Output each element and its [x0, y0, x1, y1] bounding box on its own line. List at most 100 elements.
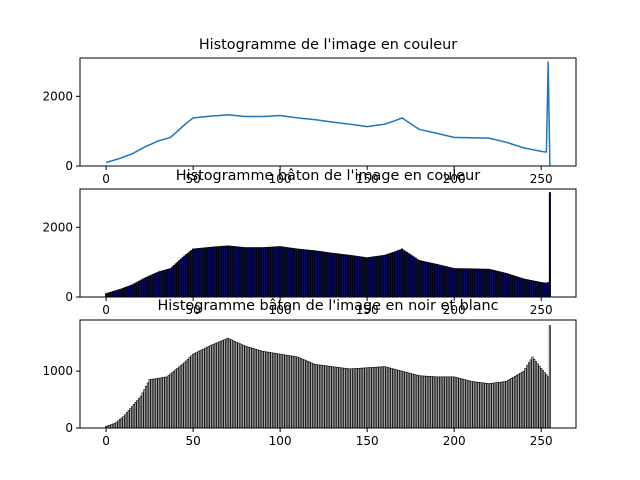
- histogram-bar: [378, 366, 381, 429]
- histogram-bar: [132, 283, 135, 298]
- histogram-bar: [165, 269, 169, 298]
- histogram-bar: [341, 367, 344, 429]
- histogram-bar: [479, 382, 482, 429]
- histogram-bar: [383, 254, 386, 298]
- histogram-bar: [132, 404, 135, 429]
- x-tick-label: 50: [185, 303, 200, 317]
- histogram-bar: [150, 379, 153, 429]
- histogram-bar: [474, 381, 477, 429]
- histogram-bar: [261, 350, 264, 429]
- histogram-bar: [440, 376, 444, 429]
- histogram-bar: [127, 285, 130, 298]
- histogram-bar: [131, 406, 134, 429]
- histogram-bar: [456, 377, 459, 429]
- histogram-bar: [416, 258, 419, 298]
- x-tick-label: 150: [356, 303, 379, 317]
- histogram-bar: [480, 382, 484, 429]
- histogram-bar: [447, 376, 450, 429]
- x-tick-label: 0: [102, 303, 110, 317]
- histogram-bar: [360, 367, 363, 429]
- histogram-bar: [489, 269, 492, 298]
- histogram-bar: [338, 367, 341, 429]
- histogram-bar: [155, 272, 158, 298]
- histogram-bar: [282, 354, 285, 429]
- histogram-bar: [501, 272, 504, 298]
- histogram-bar: [531, 280, 534, 298]
- histogram-bar: [228, 245, 231, 298]
- histogram-bar: [219, 340, 223, 429]
- histogram-bar: [312, 363, 315, 429]
- histogram-bar: [543, 282, 546, 298]
- histogram-bar: [461, 268, 464, 298]
- histogram-bar: [249, 247, 252, 298]
- histogram-bar: [376, 255, 379, 298]
- histogram-bar: [209, 345, 212, 429]
- histogram-bar: [449, 376, 452, 429]
- histogram-bar: [395, 250, 398, 298]
- histogram-bar: [486, 268, 489, 298]
- histogram-bar: [503, 272, 506, 298]
- histogram-bar: [386, 367, 390, 429]
- histogram-bar: [381, 255, 384, 298]
- histogram-bar: [251, 347, 254, 429]
- histogram-bar: [340, 367, 343, 429]
- histogram-bar: [265, 351, 268, 429]
- histogram-bar: [468, 268, 471, 298]
- histogram-bar: [348, 368, 351, 429]
- histogram-bar: [491, 269, 494, 298]
- histogram-bar: [439, 264, 442, 298]
- histogram-bar: [395, 369, 398, 429]
- histogram-bar: [357, 256, 360, 298]
- histogram-bar: [117, 289, 120, 298]
- histogram-bar: [199, 350, 202, 429]
- chart-title: Histogramme bâton de l'image en couleur: [176, 168, 480, 184]
- histogram-bar: [521, 371, 524, 429]
- y-tick-label: 2000: [42, 89, 73, 103]
- histogram-bar: [195, 352, 198, 429]
- histogram-bar: [519, 277, 522, 298]
- histogram-bar: [105, 293, 108, 298]
- histogram-bar: [286, 247, 289, 298]
- y-tick-label: 1000: [42, 364, 73, 378]
- histogram-bar: [167, 375, 170, 429]
- histogram-bar: [145, 385, 148, 429]
- histogram-bar: [386, 253, 390, 298]
- histogram-bar: [418, 375, 421, 429]
- y-tick-label: 2000: [42, 220, 73, 234]
- histogram-bar: [451, 376, 454, 429]
- histogram-bar: [230, 245, 233, 298]
- histogram-bar: [237, 342, 240, 429]
- histogram-bar: [268, 352, 271, 429]
- histogram-bar: [392, 368, 395, 429]
- histogram-bar: [279, 353, 282, 429]
- histogram-bar: [181, 257, 184, 298]
- histogram-bar: [174, 369, 177, 429]
- histogram-bar: [474, 268, 477, 298]
- histogram-bar: [159, 377, 162, 429]
- histogram-bar: [124, 287, 127, 298]
- histogram-bar: [226, 337, 229, 429]
- histogram-bar: [214, 343, 217, 429]
- histogram-bar: [193, 248, 196, 298]
- histogram-bar: [214, 246, 217, 298]
- histogram-bar: [467, 268, 470, 298]
- histogram-bar: [185, 360, 188, 429]
- histogram-bar: [141, 392, 144, 429]
- histogram-bar: [289, 355, 292, 429]
- histogram-bar: [494, 382, 497, 429]
- histogram-bar: [517, 276, 520, 298]
- histogram-bar: [108, 292, 111, 298]
- histogram-bar: [138, 280, 141, 298]
- histogram-bar: [404, 371, 407, 429]
- histogram-bar: [202, 348, 205, 429]
- histogram-bar: [247, 247, 250, 298]
- histogram-bar: [456, 268, 459, 298]
- histogram-bar: [388, 367, 391, 429]
- plot-frame: [79, 57, 577, 167]
- histogram-bar: [129, 285, 132, 298]
- histogram-bar: [303, 249, 306, 298]
- histogram-bar: [381, 366, 384, 429]
- histogram-bar: [197, 351, 200, 429]
- histogram-bar: [343, 367, 346, 429]
- histogram-bar: [315, 250, 318, 298]
